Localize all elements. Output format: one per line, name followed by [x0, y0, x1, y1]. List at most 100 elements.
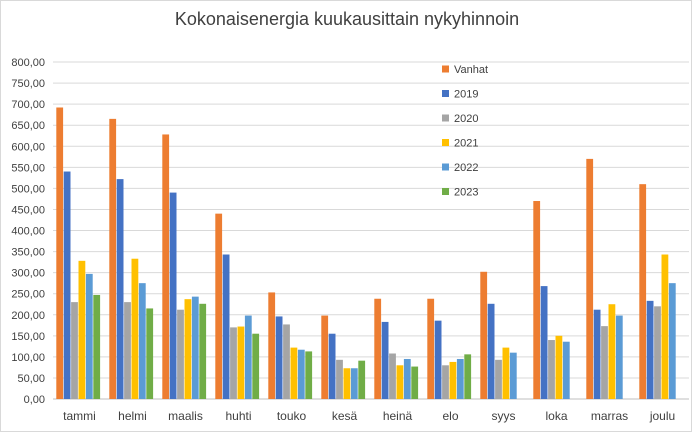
y-tick-label: 350,00 — [11, 247, 45, 259]
bar-2023-maalis — [199, 303, 207, 399]
bar-vanhat-marras — [586, 158, 594, 399]
bar-2023-kesä — [358, 360, 366, 399]
bar-2021-syys — [502, 347, 510, 399]
bar-vanhat-heinä — [374, 298, 382, 399]
bar-2021-maalis — [184, 299, 192, 399]
bar-2021-loka — [555, 335, 563, 399]
bar-vanhat-elo — [427, 298, 435, 399]
bar-2020-joulu — [654, 306, 661, 399]
bar-2020-huhti — [230, 327, 237, 399]
y-tick-label: 50,00 — [17, 373, 45, 385]
y-tick-label: 750,00 — [11, 78, 45, 90]
x-tick-label: heinä — [383, 409, 413, 423]
y-tick-label: 250,00 — [11, 289, 45, 301]
bar-2021-huhti — [237, 326, 245, 399]
bar-2019-maalis — [169, 192, 177, 399]
bar-2021-joulu — [661, 254, 669, 399]
legend-swatch — [442, 114, 449, 122]
legend-label: 2019 — [454, 89, 478, 101]
x-tick-label: elo — [442, 409, 458, 423]
x-tick-label: maalis — [168, 409, 203, 423]
bar-2023-huhti — [252, 333, 260, 399]
bar-2019-huhti — [222, 254, 230, 399]
bar-2021-elo — [449, 361, 457, 399]
bar-2023-tammi — [93, 294, 101, 399]
legend-label: 2021 — [454, 138, 478, 150]
y-tick-label: 700,00 — [11, 99, 45, 111]
x-tick-label: helmi — [118, 409, 147, 423]
y-tick-label: 650,00 — [11, 120, 45, 132]
legend-swatch — [442, 163, 449, 171]
y-tick-label: 400,00 — [11, 226, 45, 238]
bar-2020-loka — [548, 340, 555, 399]
chart-title: Kokonaisenergia kuukausittain nykyhinnoi… — [174, 9, 520, 29]
bar-2019-helmi — [116, 179, 124, 399]
legend-swatch — [442, 65, 449, 73]
bar-2022-maalis — [191, 296, 199, 399]
bar-2022-kesä — [350, 368, 358, 399]
legend-swatch — [442, 188, 449, 195]
bar-vanhat-maalis — [162, 134, 170, 399]
bar-2023-touko — [305, 351, 313, 399]
x-tick-label: loka — [545, 409, 567, 423]
legend-label: 2023 — [454, 187, 478, 199]
bar-vanhat-tammi — [56, 107, 64, 400]
bar-2022-tammi — [85, 273, 93, 399]
bar-2020-maalis — [177, 309, 184, 399]
y-tick-label: 200,00 — [11, 310, 45, 322]
x-tick-label: syys — [492, 409, 516, 423]
bar-vanhat-touko — [268, 292, 276, 399]
bar-2019-kesä — [328, 333, 336, 399]
x-tick-label: huhti — [225, 409, 251, 423]
bar-2022-touko — [297, 349, 305, 399]
bar-2021-tammi — [78, 260, 86, 399]
y-tick-label: 600,00 — [11, 141, 45, 153]
y-tick-label: 800,00 — [11, 57, 45, 69]
bar-vanhat-loka — [533, 201, 541, 399]
y-tick-label: 450,00 — [11, 204, 45, 216]
bar-2023-elo — [464, 354, 472, 399]
bar-2020-elo — [442, 365, 449, 399]
bar-vanhat-joulu — [639, 184, 647, 399]
legend-label: 2020 — [454, 113, 478, 125]
x-tick-label: tammi — [63, 409, 96, 423]
bar-2021-kesä — [343, 368, 351, 399]
bar-2023-heinä — [411, 366, 419, 399]
x-tick-label: joulu — [649, 409, 675, 423]
bar-vanhat-helmi — [109, 118, 117, 400]
bar-2020-heinä — [389, 353, 396, 399]
y-tick-label: 300,00 — [11, 268, 45, 280]
bar-vanhat-huhti — [215, 213, 223, 399]
bar-2021-touko — [290, 347, 298, 399]
x-tick-label: kesä — [332, 409, 358, 423]
bar-2021-heinä — [396, 365, 404, 399]
bar-2022-elo — [456, 358, 464, 399]
bar-2020-marras — [601, 326, 608, 399]
y-tick-label: 0,00 — [24, 394, 45, 406]
legend-swatch — [442, 139, 449, 146]
bar-2019-loka — [540, 286, 548, 399]
bar-2021-marras — [608, 304, 616, 399]
bar-2022-huhti — [244, 315, 252, 399]
bar-2020-tammi — [71, 302, 78, 399]
y-tick-label: 550,00 — [11, 162, 45, 174]
bar-2020-kesä — [336, 359, 343, 399]
bar-2020-helmi — [124, 302, 131, 399]
x-tick-label: marras — [591, 409, 628, 423]
y-tick-label: 150,00 — [11, 331, 45, 343]
bar-2019-marras — [593, 309, 601, 399]
bar-2019-touko — [275, 316, 283, 399]
bar-2022-joulu — [668, 283, 676, 399]
bar-2022-loka — [562, 341, 570, 399]
bar-2022-marras — [615, 315, 623, 399]
bar-2022-syys — [509, 352, 517, 399]
bar-2020-syys — [495, 359, 502, 399]
bar-2022-heinä — [403, 358, 411, 399]
bar-2022-helmi — [138, 283, 146, 399]
legend-label: 2022 — [454, 162, 478, 174]
bar-2019-syys — [487, 303, 495, 399]
bar-vanhat-kesä — [321, 315, 329, 399]
bar-2019-joulu — [646, 300, 654, 399]
